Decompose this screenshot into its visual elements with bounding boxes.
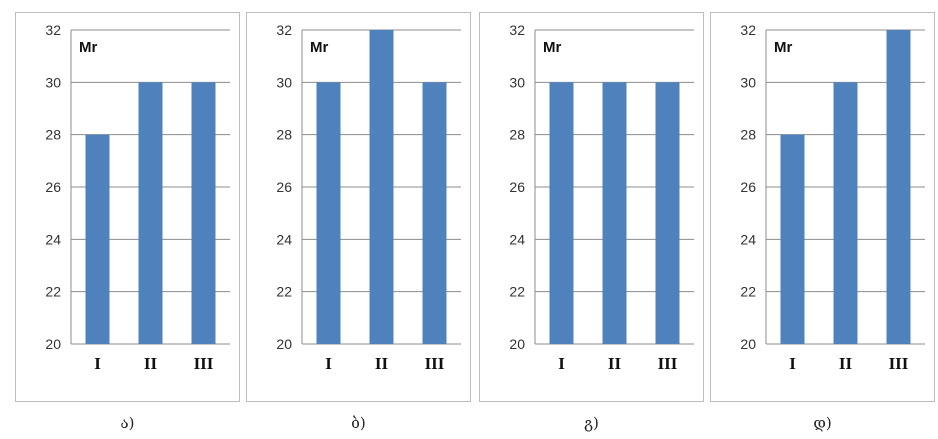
bar — [655, 82, 680, 344]
y-tick-label: 32 — [509, 22, 525, 38]
y-tick-label: 28 — [740, 127, 756, 143]
y-tick-label: 30 — [45, 74, 61, 90]
y-tick-label: 22 — [740, 284, 756, 300]
x-tick-label: III — [889, 354, 909, 373]
y-tick-label: 26 — [509, 179, 525, 195]
y-tick-label: 24 — [276, 231, 292, 247]
y-tick-label: 28 — [276, 127, 292, 143]
chart-panel-d: 20 22 24 26 28 30 32 Mr I II III — [710, 12, 935, 402]
y-tick-label: 30 — [740, 74, 756, 90]
y-tick-label: 24 — [45, 231, 61, 247]
bar — [191, 82, 216, 344]
x-tick-label: III — [194, 354, 214, 373]
bar — [369, 30, 394, 344]
bar — [833, 82, 858, 344]
bar — [602, 82, 627, 344]
y-tick-label: 26 — [740, 179, 756, 195]
chart-panel-c: 20 22 24 26 28 30 32 Mr I II III — [479, 12, 704, 402]
x-tick-label: II — [608, 354, 622, 373]
y-tick-label: 20 — [45, 336, 61, 352]
bar — [85, 134, 110, 344]
series-label: Mr — [79, 39, 97, 56]
y-tick-label: 20 — [276, 336, 292, 352]
y-tick-label: 22 — [509, 284, 525, 300]
y-tick-label: 32 — [740, 22, 756, 38]
y-tick-label: 30 — [276, 74, 292, 90]
bar — [422, 82, 447, 344]
x-tick-label: I — [789, 354, 796, 373]
x-tick-label: I — [558, 354, 565, 373]
y-tick-label: 20 — [740, 336, 756, 352]
y-tick-label: 32 — [276, 22, 292, 38]
panel-caption-b: ბ) — [351, 414, 366, 432]
y-tick-label: 26 — [276, 179, 292, 195]
x-tick-label: II — [375, 354, 389, 373]
panel-caption-a: ა) — [120, 414, 135, 432]
series-label: Mr — [543, 39, 561, 56]
y-tick-label: 28 — [45, 127, 61, 143]
y-tick-label: 30 — [509, 74, 525, 90]
y-tick-label: 22 — [276, 284, 292, 300]
x-tick-label: II — [144, 354, 158, 373]
x-tick-label: III — [425, 354, 445, 373]
x-tick-label: II — [839, 354, 853, 373]
series-label: Mr — [310, 39, 328, 56]
bar — [138, 82, 163, 344]
bar — [549, 82, 574, 344]
series-label: Mr — [774, 39, 792, 56]
bar — [316, 82, 341, 344]
y-tick-label: 28 — [509, 127, 525, 143]
bar — [780, 134, 805, 344]
panel-caption-c: გ) — [584, 414, 599, 432]
x-tick-label: I — [325, 354, 332, 373]
chart-panel-b: 20 22 24 26 28 30 32 Mr I II III — [246, 12, 471, 402]
bar — [886, 30, 911, 344]
y-tick-label: 32 — [45, 22, 61, 38]
y-tick-label: 26 — [45, 179, 61, 195]
x-tick-label: III — [658, 354, 678, 373]
y-tick-label: 24 — [740, 231, 756, 247]
y-tick-label: 24 — [509, 231, 525, 247]
y-tick-label: 20 — [509, 336, 525, 352]
x-tick-label: I — [94, 354, 101, 373]
chart-panel-a: 20 22 24 26 28 30 32 Mr I II III — [15, 12, 240, 402]
panel-caption-d: დ) — [813, 414, 832, 432]
y-tick-label: 22 — [45, 284, 61, 300]
